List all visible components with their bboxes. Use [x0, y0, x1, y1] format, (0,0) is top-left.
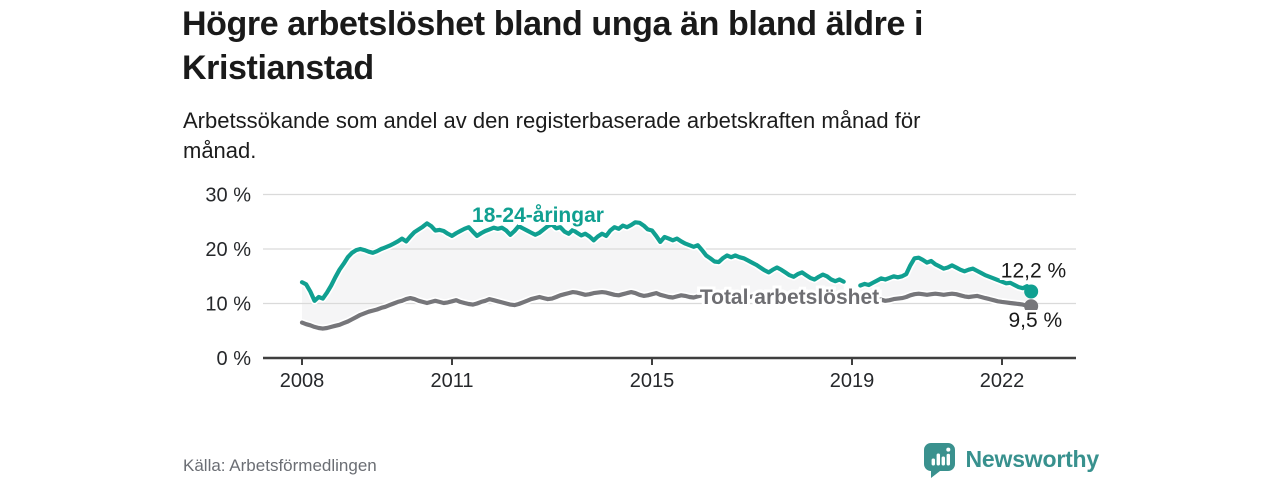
youth-series-line — [299, 220, 846, 303]
total-series-label: Total arbetslöshet — [700, 286, 879, 309]
y-axis-tick-label: 0 % — [217, 348, 252, 370]
page-subtitle-line1: Arbetssökande som andel av den registerb… — [183, 108, 921, 133]
page-title-line1: Högre arbetslöshet bland unga än bland ä… — [182, 5, 924, 43]
youth-series-line — [858, 255, 1034, 294]
x-axis-tick-label: 2019 — [830, 370, 875, 392]
y-axis-tick-label: 10 % — [205, 294, 251, 316]
newsworthy-logo-text: Newsworthy — [965, 445, 1100, 472]
total-end-dot — [1024, 299, 1039, 314]
page-title: Högre arbetslöshet bland unga än bland ä… — [182, 2, 1122, 90]
page-subtitle-line2: månad. — [183, 138, 257, 163]
x-axis-tick-label: 2022 — [980, 370, 1025, 392]
y-axis-tick-label: 30 % — [205, 185, 251, 207]
source-text: Källa: Arbetsförmedlingen — [183, 456, 377, 475]
total-series-line — [299, 290, 1034, 331]
x-axis-tick-label: 2008 — [280, 370, 325, 392]
newsworthy-logo[interactable]: Newsworthy — [923, 440, 1099, 478]
page-subtitle: Arbetssökande som andel av den registerb… — [183, 106, 1103, 166]
youth-end-value-label: 12,2 % — [1001, 260, 1066, 283]
series-gap-band — [302, 222, 844, 329]
youth-series-label: 18-24-åringar — [472, 204, 604, 227]
youth-end-dot — [1024, 284, 1039, 299]
page-title-line2: Kristianstad — [182, 49, 374, 87]
x-axis-tick-label: 2015 — [630, 370, 675, 392]
total-end-value-label: 9,5 % — [1008, 309, 1062, 332]
newsworthy-logo-icon — [923, 443, 955, 478]
x-axis-tick-label: 2011 — [430, 370, 473, 392]
y-axis-tick-label: 20 % — [205, 239, 251, 261]
